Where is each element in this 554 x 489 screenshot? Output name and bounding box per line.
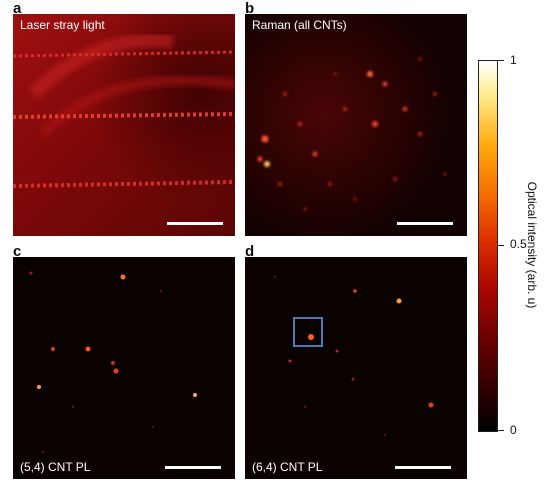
panel-caption-a: Laser stray light	[20, 18, 105, 32]
image-panel-cnt-pl-5-4: (5,4) CNT PL	[13, 257, 235, 479]
panel-letter-d: d	[245, 243, 255, 260]
colorbar	[478, 60, 498, 432]
colorbar-tick-label-0: 0	[510, 423, 517, 437]
colorbar-tick-label-1: 1	[510, 53, 517, 67]
panel-caption-c: (5,4) CNT PL	[20, 460, 91, 474]
colorbar-tick-label-0-5: 0.5	[510, 237, 527, 251]
highlight-box	[293, 317, 323, 347]
image-panel-raman: Raman (all CNTs)	[245, 14, 467, 236]
scale-bar-b	[397, 222, 453, 225]
panel-letter-b: b	[245, 0, 255, 17]
image-panel-cnt-pl-6-4: (6,4) CNT PL	[245, 257, 467, 479]
scale-bar-a	[167, 222, 223, 225]
panel-letter-c: c	[13, 243, 22, 260]
colorbar-tick-mid	[498, 245, 504, 246]
panel-caption-b: Raman (all CNTs)	[252, 18, 347, 32]
colorbar-tick-bottom	[498, 430, 504, 431]
colorbar-tick-top	[498, 60, 504, 61]
raman-image	[245, 14, 467, 236]
panel-letter-a: a	[13, 0, 22, 17]
laser-stray-light-image	[13, 14, 235, 236]
image-panel-laser-stray-light: Laser stray light	[13, 14, 235, 236]
panel-caption-d: (6,4) CNT PL	[252, 460, 323, 474]
scale-bar-d	[395, 466, 451, 469]
cnt-pl-5-4-image	[13, 257, 235, 479]
scale-bar-c	[165, 466, 221, 469]
colorbar-title: Optical intensity (arb. u)	[525, 181, 539, 309]
cnt-pl-6-4-image	[245, 257, 467, 479]
